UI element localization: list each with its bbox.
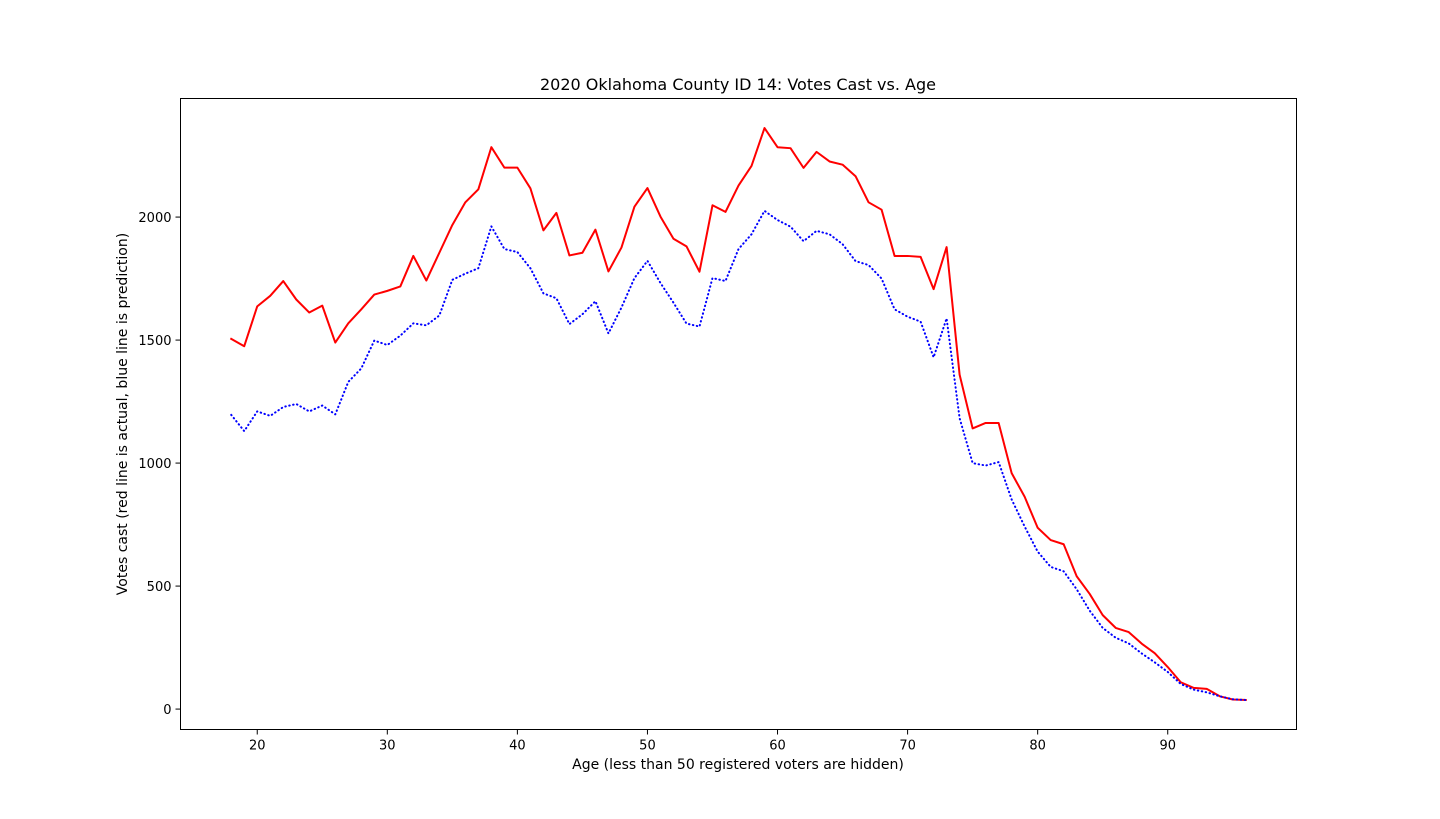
series-line-prediction	[230, 209, 1247, 701]
x-axis-label: Age (less than 50 registered voters are …	[572, 757, 904, 773]
x-tick-label: 30	[379, 739, 396, 754]
chart-title: 2020 Oklahoma County ID 14: Votes Cast v…	[540, 75, 936, 94]
x-tick-label: 50	[639, 739, 656, 754]
x-tick-label: 60	[769, 739, 786, 754]
x-tick-label: 90	[1159, 739, 1176, 754]
series-line-actual	[229, 127, 1247, 702]
x-tick-label: 80	[1029, 739, 1046, 754]
x-tick-label: 70	[899, 739, 916, 754]
y-tick-label: 1000	[138, 457, 171, 472]
y-axis-label: Votes cast (red line is actual, blue lin…	[115, 233, 131, 595]
x-tick-label: 20	[249, 739, 266, 754]
y-tick-label: 1500	[138, 334, 171, 349]
y-tick-label: 2000	[138, 211, 171, 226]
plot-frame	[180, 98, 1297, 730]
x-tick-label: 40	[509, 739, 526, 754]
y-tick-label: 0	[163, 703, 171, 718]
plot-area: 20 30 40 50 60 70 80 90 0 500 1000 1500 2000	[138, 98, 1297, 754]
y-tick-label: 500	[147, 580, 172, 595]
